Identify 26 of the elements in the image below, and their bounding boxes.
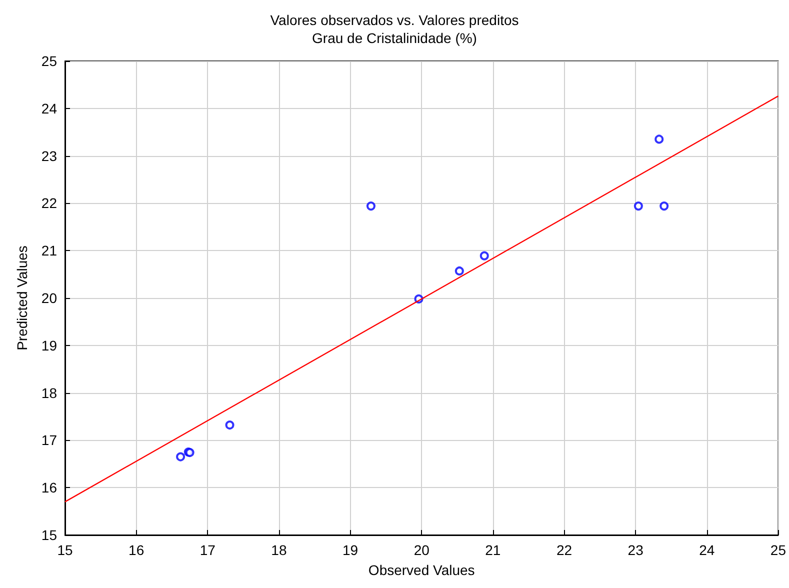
x-tick-label: 18 — [271, 542, 287, 558]
x-tick-label: 24 — [699, 542, 715, 558]
x-tick-label: 17 — [200, 542, 216, 558]
x-tick-label: 20 — [414, 542, 430, 558]
x-tick-label: 15 — [57, 542, 73, 558]
chart-title: Valores observados vs. Valores preditos — [270, 12, 519, 28]
y-tick-label: 25 — [41, 53, 58, 69]
y-axis-title: Predicted Values — [14, 246, 30, 350]
x-tick-label: 21 — [485, 542, 501, 558]
y-tick-label: 24 — [41, 100, 58, 116]
y-tick-label: 20 — [41, 290, 58, 306]
y-tick-label: 17 — [41, 432, 58, 448]
y-tick-label: 16 — [41, 480, 58, 496]
x-tick-label: 25 — [770, 542, 786, 558]
x-tick-label: 23 — [628, 542, 644, 558]
x-tick-label: 22 — [556, 542, 572, 558]
y-tick-label: 15 — [41, 527, 58, 543]
y-tick-label: 22 — [41, 195, 58, 212]
x-tick-label: 16 — [128, 542, 144, 558]
x-axis-title: Observed Values — [368, 562, 475, 578]
y-tick-label: 19 — [41, 337, 58, 354]
y-tick-label: 21 — [41, 242, 58, 259]
chart-subtitle: Grau de Cristalinidade (%) — [312, 30, 477, 46]
y-tick-label: 18 — [41, 384, 58, 401]
y-tick-label: 23 — [41, 148, 58, 164]
x-tick-label: 19 — [342, 542, 358, 558]
